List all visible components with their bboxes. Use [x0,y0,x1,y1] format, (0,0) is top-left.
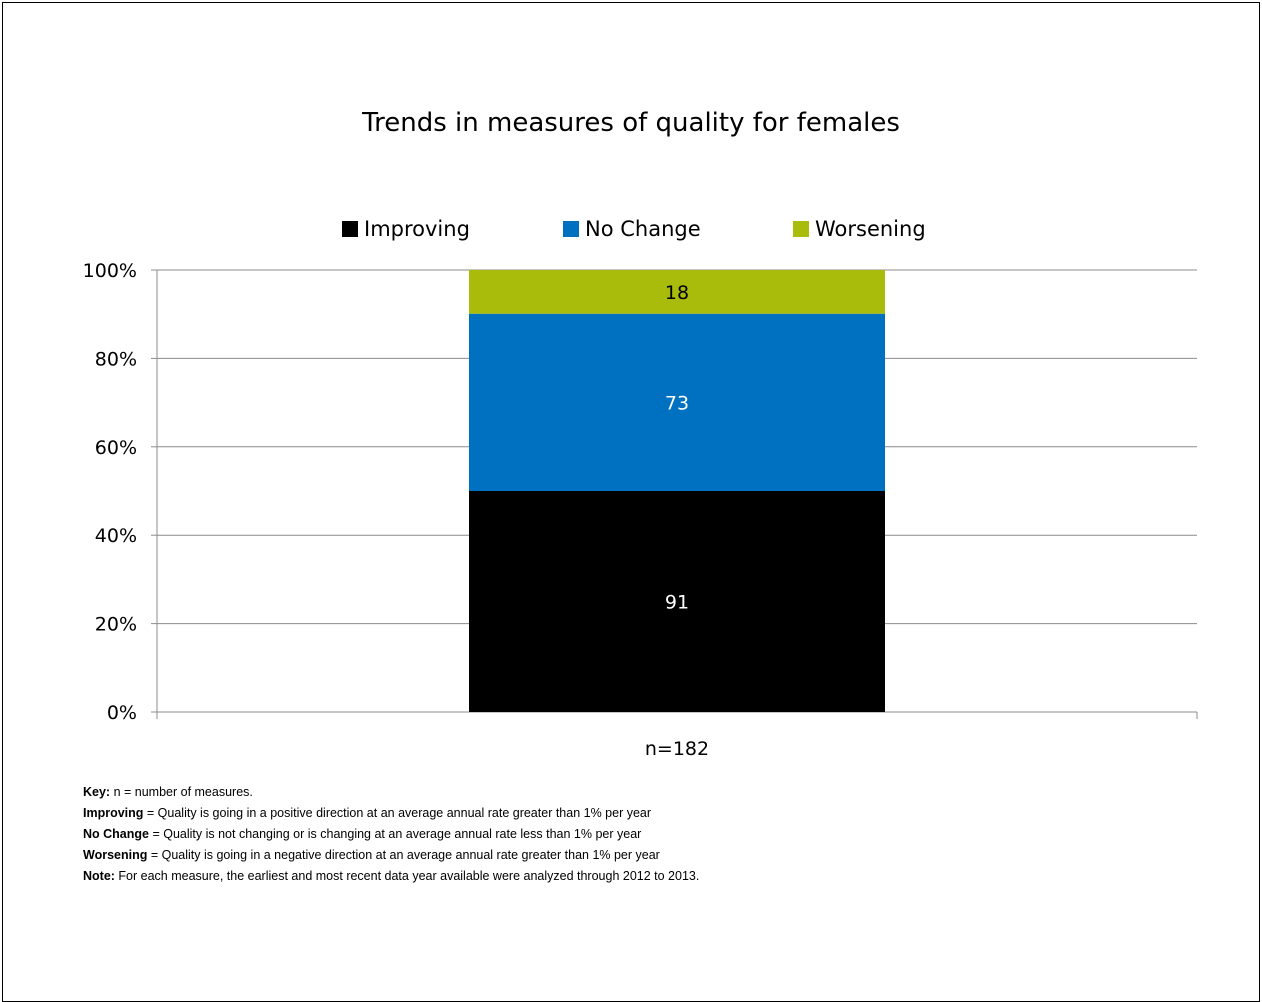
data-label: 73 [665,392,689,414]
note-no-change: No Change = Quality is not changing or i… [83,827,642,841]
x-category-label: n=182 [645,738,709,760]
legend-swatch-no-change [563,221,579,237]
y-tick-label: 0% [107,702,137,724]
note-worsening: Worsening = Quality is going in a negati… [83,848,660,862]
chart-plot: 0% 20% 40% 60% 80% 100% 91 73 18 n=182 [83,260,1198,760]
chart-legend: Improving No Change Worsening [0,217,1262,247]
note-improving: Improving = Quality is going in a positi… [83,806,652,820]
y-tick-label: 60% [95,437,137,459]
legend-item-worsening: Worsening [793,217,926,241]
legend-label-no-change: No Change [585,217,701,241]
bar-segment-improving [469,491,885,712]
bar-segment-no-change [469,313,885,491]
legend-swatch-improving [342,221,358,237]
y-tick-label: 40% [95,525,137,547]
data-label: 91 [665,592,689,614]
chart-title: Trends in measures of quality for female… [362,108,900,138]
note-data-years: Note: For each measure, the earliest and… [83,869,700,883]
data-label: 18 [665,282,689,304]
chart-notes: Key: n = number of measures. Improving =… [83,782,699,887]
legend-label-worsening: Worsening [815,217,926,241]
y-tick-label: 80% [95,348,137,370]
note-key: Key: n = number of measures. [83,785,253,799]
legend-label-improving: Improving [364,217,470,241]
y-tick-label: 100% [83,260,137,282]
legend-swatch-worsening [793,221,809,237]
legend-item-no-change: No Change [563,217,701,241]
bar-segment-worsening [469,270,885,314]
y-tick-label: 20% [95,614,137,636]
legend-item-improving: Improving [342,217,470,241]
